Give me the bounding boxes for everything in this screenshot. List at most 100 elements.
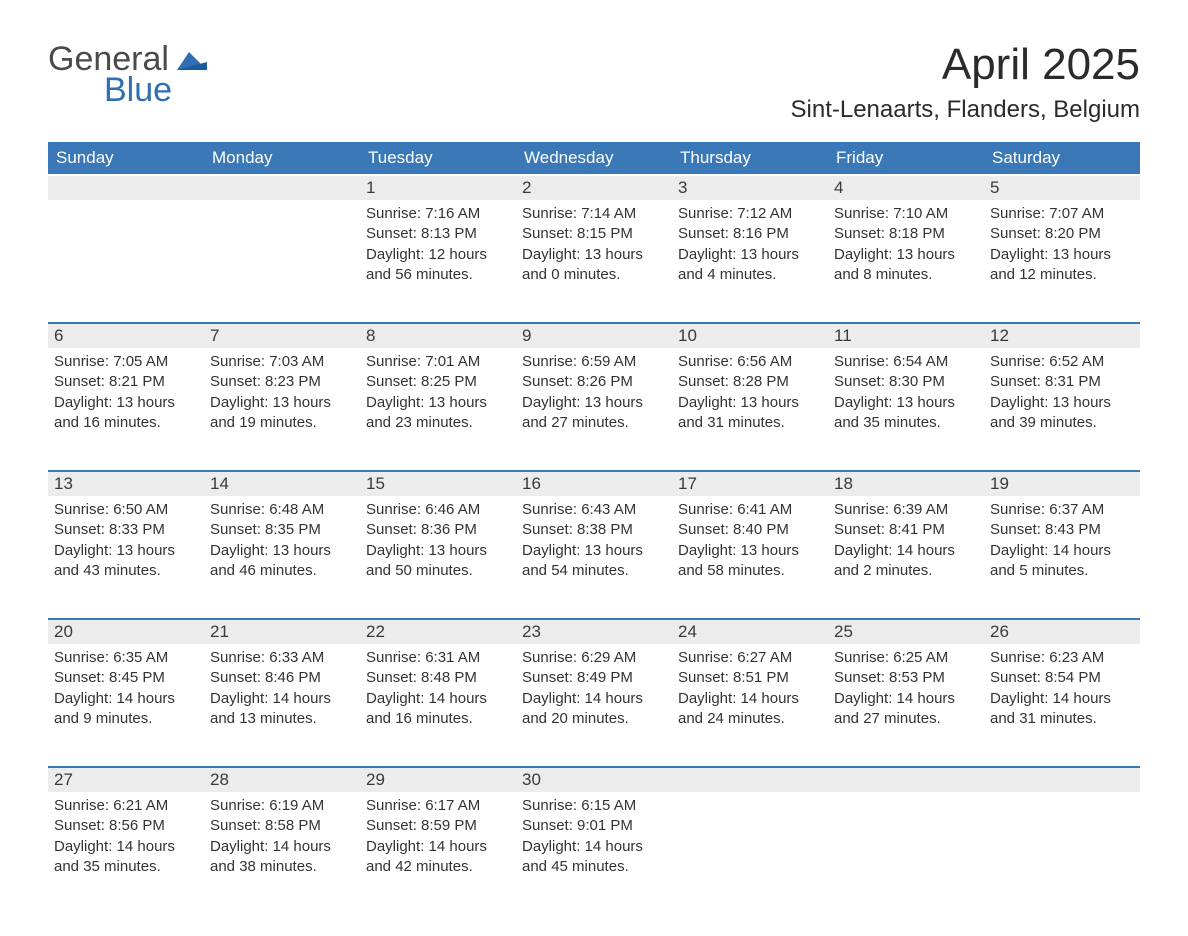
daylight-line: Daylight: 14 hours and 13 minutes. <box>210 689 354 730</box>
day-number: 22 <box>360 620 516 644</box>
sunset-line: Sunset: 8:31 PM <box>990 372 1134 392</box>
daylight-line: Daylight: 13 hours and 54 minutes. <box>522 541 666 582</box>
day-number: 8 <box>360 324 516 348</box>
sunrise-line: Sunrise: 6:25 AM <box>834 648 978 668</box>
day-cell: 7Sunrise: 7:03 AMSunset: 8:23 PMDaylight… <box>204 324 360 452</box>
daylight-line: Daylight: 13 hours and 27 minutes. <box>522 393 666 434</box>
day-details: Sunrise: 6:37 AMSunset: 8:43 PMDaylight:… <box>984 496 1140 583</box>
day-number: 2 <box>516 176 672 200</box>
sunset-line: Sunset: 8:33 PM <box>54 520 198 540</box>
day-number <box>672 768 828 792</box>
weekday-header: Friday <box>828 142 984 174</box>
day-cell: 9Sunrise: 6:59 AMSunset: 8:26 PMDaylight… <box>516 324 672 452</box>
sunrise-line: Sunrise: 6:33 AM <box>210 648 354 668</box>
sunrise-line: Sunrise: 6:46 AM <box>366 500 510 520</box>
sunrise-line: Sunrise: 6:48 AM <box>210 500 354 520</box>
day-cell: 2Sunrise: 7:14 AMSunset: 8:15 PMDaylight… <box>516 176 672 304</box>
daylight-line: Daylight: 13 hours and 8 minutes. <box>834 245 978 286</box>
day-cell <box>828 768 984 896</box>
daylight-line: Daylight: 14 hours and 2 minutes. <box>834 541 978 582</box>
day-cell: 13Sunrise: 6:50 AMSunset: 8:33 PMDayligh… <box>48 472 204 600</box>
daylight-line: Daylight: 14 hours and 9 minutes. <box>54 689 198 730</box>
day-number: 10 <box>672 324 828 348</box>
day-number: 23 <box>516 620 672 644</box>
sunrise-line: Sunrise: 6:29 AM <box>522 648 666 668</box>
sunset-line: Sunset: 8:35 PM <box>210 520 354 540</box>
day-number: 16 <box>516 472 672 496</box>
brand-word-blue: Blue <box>104 71 207 110</box>
day-number: 17 <box>672 472 828 496</box>
weekday-header: Tuesday <box>360 142 516 174</box>
sunset-line: Sunset: 8:18 PM <box>834 224 978 244</box>
sunset-line: Sunset: 8:20 PM <box>990 224 1134 244</box>
daylight-line: Daylight: 13 hours and 35 minutes. <box>834 393 978 434</box>
day-cell: 3Sunrise: 7:12 AMSunset: 8:16 PMDaylight… <box>672 176 828 304</box>
sunrise-line: Sunrise: 6:17 AM <box>366 796 510 816</box>
sunrise-line: Sunrise: 6:56 AM <box>678 352 822 372</box>
sunset-line: Sunset: 8:26 PM <box>522 372 666 392</box>
day-details: Sunrise: 6:33 AMSunset: 8:46 PMDaylight:… <box>204 644 360 731</box>
day-details: Sunrise: 6:41 AMSunset: 8:40 PMDaylight:… <box>672 496 828 583</box>
day-cell: 8Sunrise: 7:01 AMSunset: 8:25 PMDaylight… <box>360 324 516 452</box>
day-number: 19 <box>984 472 1140 496</box>
sunset-line: Sunset: 8:43 PM <box>990 520 1134 540</box>
day-details: Sunrise: 6:35 AMSunset: 8:45 PMDaylight:… <box>48 644 204 731</box>
sunset-line: Sunset: 8:53 PM <box>834 668 978 688</box>
day-details: Sunrise: 7:10 AMSunset: 8:18 PMDaylight:… <box>828 200 984 287</box>
daylight-line: Daylight: 13 hours and 58 minutes. <box>678 541 822 582</box>
sunset-line: Sunset: 9:01 PM <box>522 816 666 836</box>
sunset-line: Sunset: 8:49 PM <box>522 668 666 688</box>
day-number: 5 <box>984 176 1140 200</box>
sunrise-line: Sunrise: 6:37 AM <box>990 500 1134 520</box>
day-number <box>204 176 360 200</box>
daylight-line: Daylight: 13 hours and 46 minutes. <box>210 541 354 582</box>
sunrise-line: Sunrise: 6:27 AM <box>678 648 822 668</box>
day-details: Sunrise: 6:27 AMSunset: 8:51 PMDaylight:… <box>672 644 828 731</box>
week-row: 1Sunrise: 7:16 AMSunset: 8:13 PMDaylight… <box>48 174 1140 304</box>
daylight-line: Daylight: 14 hours and 42 minutes. <box>366 837 510 878</box>
day-cell: 30Sunrise: 6:15 AMSunset: 9:01 PMDayligh… <box>516 768 672 896</box>
daylight-line: Daylight: 14 hours and 20 minutes. <box>522 689 666 730</box>
day-cell <box>48 176 204 304</box>
day-cell: 4Sunrise: 7:10 AMSunset: 8:18 PMDaylight… <box>828 176 984 304</box>
day-cell: 16Sunrise: 6:43 AMSunset: 8:38 PMDayligh… <box>516 472 672 600</box>
day-number: 26 <box>984 620 1140 644</box>
sunset-line: Sunset: 8:54 PM <box>990 668 1134 688</box>
day-number: 20 <box>48 620 204 644</box>
daylight-line: Daylight: 13 hours and 12 minutes. <box>990 245 1134 286</box>
day-details: Sunrise: 6:21 AMSunset: 8:56 PMDaylight:… <box>48 792 204 879</box>
day-cell: 14 Sunrise: 6:48 AMSunset: 8:35 PMDayligh… <box>204 472 360 600</box>
day-cell: 6Sunrise: 7:05 AMSunset: 8:21 PMDaylight… <box>48 324 204 452</box>
sunrise-line: Sunrise: 6:31 AM <box>366 648 510 668</box>
title-block: April 2025 Sint-Lenaarts, Flanders, Belg… <box>791 40 1141 124</box>
daylight-line: Daylight: 12 hours and 56 minutes. <box>366 245 510 286</box>
day-cell: 28Sunrise: 6:19 AMSunset: 8:58 PMDayligh… <box>204 768 360 896</box>
brand-logo: General Blue <box>48 40 207 110</box>
day-cell: 17Sunrise: 6:41 AMSunset: 8:40 PMDayligh… <box>672 472 828 600</box>
sunset-line: Sunset: 8:45 PM <box>54 668 198 688</box>
sunset-line: Sunset: 8:51 PM <box>678 668 822 688</box>
daylight-line: Daylight: 13 hours and 31 minutes. <box>678 393 822 434</box>
day-number: 14 <box>204 472 360 496</box>
sunset-line: Sunset: 8:25 PM <box>366 372 510 392</box>
day-details: Sunrise: 6:52 AMSunset: 8:31 PMDaylight:… <box>984 348 1140 435</box>
daylight-line: Daylight: 14 hours and 31 minutes. <box>990 689 1134 730</box>
sunrise-line: Sunrise: 6:23 AM <box>990 648 1134 668</box>
day-number: 11 <box>828 324 984 348</box>
weekday-header-row: SundayMondayTuesdayWednesdayThursdayFrid… <box>48 142 1140 174</box>
sunrise-line: Sunrise: 7:16 AM <box>366 204 510 224</box>
day-number: 28 <box>204 768 360 792</box>
day-cell: 19Sunrise: 6:37 AMSunset: 8:43 PMDayligh… <box>984 472 1140 600</box>
day-cell: 15Sunrise: 6:46 AMSunset: 8:36 PMDayligh… <box>360 472 516 600</box>
day-cell <box>984 768 1140 896</box>
daylight-line: Daylight: 13 hours and 39 minutes. <box>990 393 1134 434</box>
sunrise-line: Sunrise: 7:12 AM <box>678 204 822 224</box>
weekday-header: Saturday <box>984 142 1140 174</box>
day-cell: 21Sunrise: 6:33 AMSunset: 8:46 PMDayligh… <box>204 620 360 748</box>
sunrise-line: Sunrise: 6:35 AM <box>54 648 198 668</box>
sunset-line: Sunset: 8:15 PM <box>522 224 666 244</box>
sunset-line: Sunset: 8:23 PM <box>210 372 354 392</box>
sunrise-line: Sunrise: 7:05 AM <box>54 352 198 372</box>
daylight-line: Daylight: 13 hours and 43 minutes. <box>54 541 198 582</box>
sunrise-line: Sunrise: 6:59 AM <box>522 352 666 372</box>
